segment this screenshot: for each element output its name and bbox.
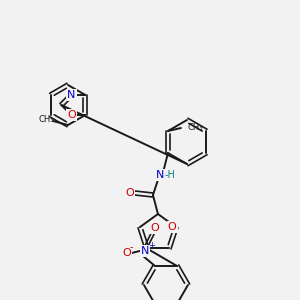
Text: O: O	[123, 248, 131, 258]
Text: CH₃: CH₃	[188, 124, 203, 133]
Text: -: -	[129, 242, 133, 252]
Text: O: O	[168, 222, 176, 232]
Text: N: N	[67, 90, 76, 100]
Text: O: O	[67, 110, 76, 120]
Text: CH₃: CH₃	[38, 116, 54, 124]
Text: O: O	[151, 223, 159, 233]
Text: O: O	[126, 188, 134, 198]
Text: N: N	[156, 170, 164, 180]
Text: -H: -H	[164, 170, 175, 180]
Text: N: N	[141, 246, 149, 256]
Text: +: +	[148, 242, 155, 250]
